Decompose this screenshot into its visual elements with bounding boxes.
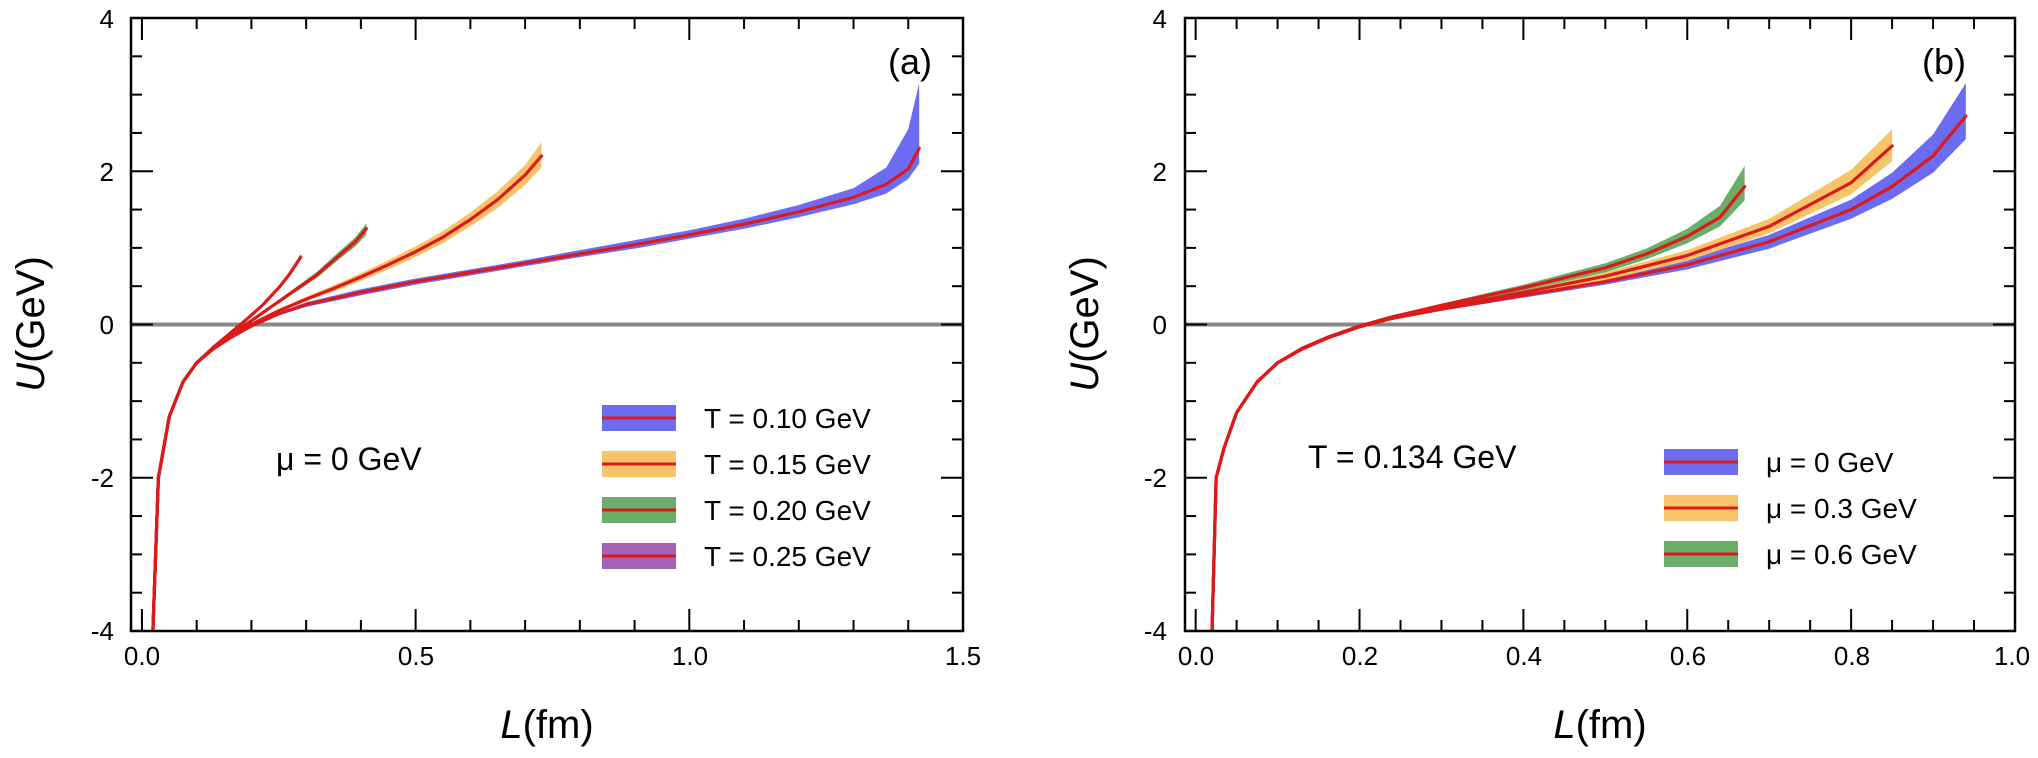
series-line — [151, 255, 303, 631]
x-tick-label: 0.6 — [1670, 641, 1706, 671]
legend-label: T = 0.20 GeV — [704, 495, 871, 526]
legend-item: μ = 0.6 GeV — [1664, 539, 1917, 570]
series-group-b — [1210, 83, 1968, 631]
legend-label: T = 0.15 GeV — [704, 449, 871, 480]
x-axis-unit: (fm) — [1576, 703, 1647, 747]
y-axis-symbol: U — [1063, 362, 1107, 392]
x-tick-label: 0.4 — [1506, 641, 1542, 671]
x-tick-label: 0.5 — [398, 641, 434, 671]
x-axis-unit: (fm) — [523, 703, 594, 747]
annotation-b: T = 0.134 GeV — [1308, 439, 1517, 475]
x-axis-label-a: L(fm) — [500, 703, 593, 747]
series-group-a — [151, 83, 921, 631]
legend-label: T = 0.25 GeV — [704, 541, 871, 572]
y-tick-label: 0 — [100, 310, 114, 340]
x-tick-label: 0.0 — [1178, 641, 1214, 671]
legend-item: T = 0.10 GeV — [602, 403, 871, 434]
panel-b: 0.0 0.2 0.4 0.6 0.8 1.0 -4 -2 0 2 4 L(fm… — [1063, 4, 2030, 747]
y-tick-label: 4 — [1153, 4, 1167, 34]
x-tick-label: 1.0 — [1994, 641, 2030, 671]
x-tick-label: 0.0 — [124, 641, 160, 671]
y-tick-label: 2 — [1153, 157, 1167, 187]
panel-a: 0.0 0.5 1.0 1.5 -4 -2 0 2 4 L(fm) U(GeV)… — [9, 4, 981, 747]
annotation-a: μ = 0 GeV — [276, 441, 422, 477]
ticks-a — [131, 17, 964, 632]
legend-a: T = 0.10 GeV T = 0.15 GeV T = 0.20 GeV T… — [602, 403, 871, 572]
legend-item: μ = 0.3 GeV — [1664, 493, 1917, 524]
x-axis-symbol: L — [500, 703, 522, 747]
x-axis-symbol: L — [1553, 703, 1575, 747]
y-tick-label: 0 — [1153, 310, 1167, 340]
y-axis-unit: (GeV) — [1063, 256, 1107, 363]
legend-label: μ = 0 GeV — [1766, 447, 1894, 478]
axes-frame-b — [1183, 16, 2017, 633]
y-tick-label: -2 — [1144, 463, 1167, 493]
x-tick-label: 0.2 — [1342, 641, 1378, 671]
x-tick-label: 0.8 — [1834, 641, 1870, 671]
y-axis-unit: (GeV) — [9, 256, 53, 363]
y-axis-symbol: U — [9, 362, 53, 392]
y-axis-label-b: U(GeV) — [1063, 256, 1107, 392]
legend-label: T = 0.10 GeV — [704, 403, 871, 434]
x-tick-label: 1.5 — [945, 641, 981, 671]
y-tick-label: 4 — [100, 4, 114, 34]
legend-item: T = 0.25 GeV — [602, 541, 871, 572]
legend-item: T = 0.15 GeV — [602, 449, 871, 480]
x-axis-label-b: L(fm) — [1553, 703, 1646, 747]
legend-label: μ = 0.3 GeV — [1766, 493, 1917, 524]
y-tick-label: -4 — [91, 616, 114, 646]
legend-b: μ = 0 GeV μ = 0.3 GeV μ = 0.6 GeV — [1664, 447, 1917, 570]
y-tick-label: -2 — [91, 463, 114, 493]
y-tick-label: 2 — [100, 157, 114, 187]
panel-label-b: (b) — [1922, 41, 1966, 82]
panel-label-a: (a) — [888, 41, 932, 82]
y-tick-label: -4 — [1144, 616, 1167, 646]
legend-label: μ = 0.6 GeV — [1766, 539, 1917, 570]
legend-item: μ = 0 GeV — [1664, 447, 1894, 478]
axes-frame-a — [129, 16, 965, 633]
legend-item: T = 0.20 GeV — [602, 495, 871, 526]
uncertainty-band — [152, 142, 542, 631]
y-axis-label-a: U(GeV) — [9, 256, 53, 392]
x-tick-label: 1.0 — [672, 641, 708, 671]
series-line — [1210, 184, 1747, 631]
